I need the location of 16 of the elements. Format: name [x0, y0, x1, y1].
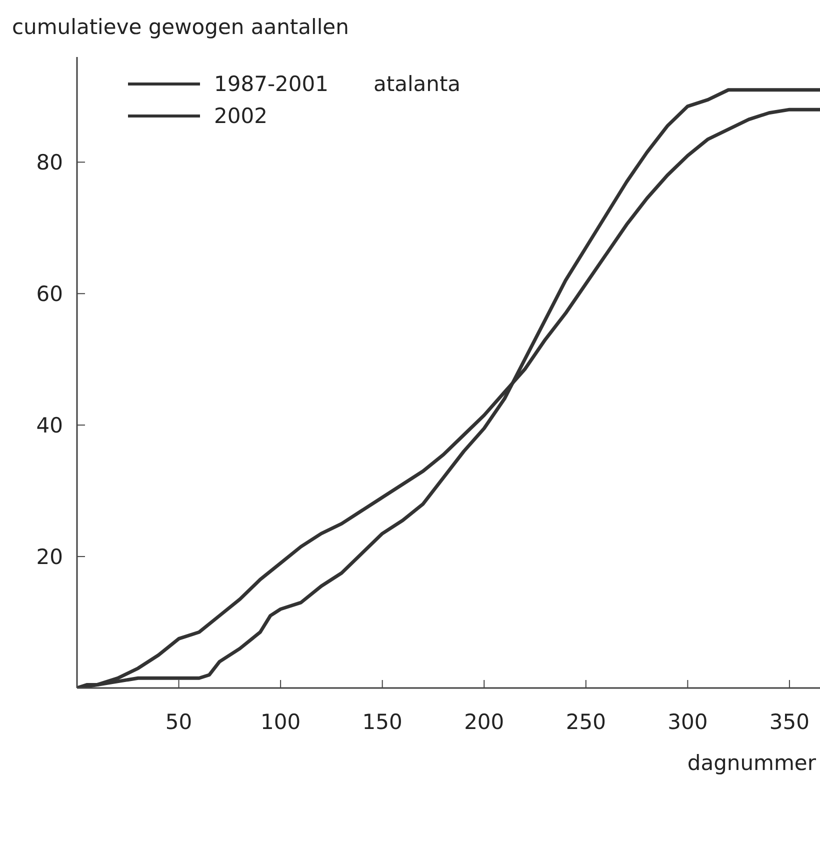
x-tick-label: 300: [668, 710, 708, 734]
x-tick-label: 200: [464, 710, 504, 734]
legend-title: atalanta: [373, 72, 461, 96]
x-tick-label: 150: [362, 710, 402, 734]
x-tick-label: 50: [165, 710, 192, 734]
y-tick-label: 80: [36, 150, 63, 175]
y-tick-label: 20: [36, 544, 63, 569]
x-axis-title: dagnummer: [687, 751, 816, 775]
x-tick-label: 350: [769, 710, 810, 734]
x-tick-label: 250: [566, 710, 606, 734]
y-tick-label: 40: [36, 414, 63, 438]
x-tick-label: 100: [260, 710, 301, 734]
y-tick-label: 60: [36, 282, 63, 306]
legend-label: 2002: [214, 104, 268, 128]
legend-label: 1987-2001: [214, 72, 328, 96]
y-axis-title: cumulatieve gewogen aantallen: [12, 15, 349, 39]
